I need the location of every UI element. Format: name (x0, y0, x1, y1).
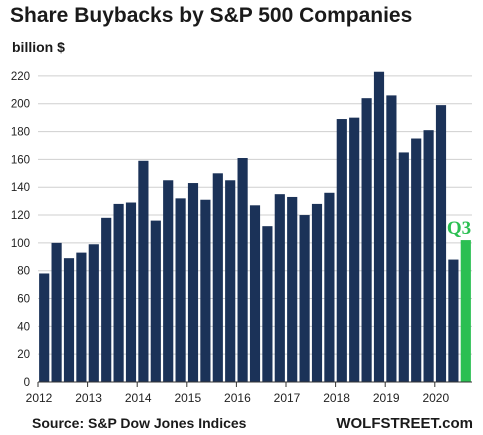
bar-2012-q1 (39, 273, 50, 382)
bar-2014-q3 (163, 180, 174, 382)
bar-2017-q1 (287, 196, 298, 382)
annotations: Q3 (447, 218, 471, 239)
bar-2020-q2 (448, 259, 459, 382)
x-year-label: 2019 (373, 391, 400, 405)
x-axis-year-labels: 2012 2013 2014 2015 2016 2017 2018 2019 2020 (26, 382, 449, 405)
x-year-label: 2015 (174, 391, 201, 405)
bar-2013-q4 (125, 202, 137, 382)
bar-2015-q2 (200, 199, 211, 382)
bar-2020-q3 (460, 240, 471, 382)
y-tick-label: 0 (24, 377, 30, 389)
bar-2017-q3 (311, 203, 323, 382)
y-tick-label: 100 (11, 238, 30, 250)
bar-2016-q4 (274, 194, 285, 382)
source-note: Source: S&P Dow Jones Indices (32, 415, 247, 431)
bar-2014-q2 (150, 220, 161, 382)
y-tick-label: 180 (11, 127, 30, 139)
y-axis-unit-label: billion $ (12, 39, 65, 55)
bar-2017-q4 (324, 192, 335, 382)
chart-title: Share Buybacks by S&P 500 Companies (10, 4, 413, 27)
bar-2015-q3 (212, 173, 223, 382)
y-tick-label: 140 (11, 182, 30, 194)
bar-2012-q2 (51, 242, 62, 382)
x-year-label: 2012 (26, 391, 53, 405)
bar-2018-q3 (361, 98, 372, 382)
bar-2016-q2 (249, 205, 261, 382)
bar-2017-q2 (299, 215, 310, 382)
y-tick-label: 40 (17, 321, 30, 333)
bar-2019-q1 (386, 95, 397, 383)
x-year-label: 2014 (125, 391, 152, 405)
bar-2019-q4 (423, 130, 434, 382)
q3-annotation: Q3 (447, 218, 471, 239)
bar-2018-q2 (349, 117, 360, 383)
bar-2012-q4 (76, 252, 87, 382)
bar-2019-q2 (398, 152, 409, 382)
y-tick-label: 200 (11, 99, 30, 111)
bar-2018-q4 (373, 71, 385, 382)
bar-2013-q1 (88, 244, 99, 382)
bars (39, 71, 471, 383)
y-tick-label: 20 (17, 349, 30, 361)
x-year-label: 2020 (422, 391, 449, 405)
bar-2015-q4 (225, 180, 236, 382)
bar-2013-q2 (101, 217, 112, 382)
bar-2018-q1 (336, 119, 347, 382)
y-tick-label: 80 (17, 266, 30, 278)
bar-2013-q3 (113, 203, 124, 382)
x-year-label: 2016 (224, 391, 251, 405)
x-year-label: 2018 (323, 391, 350, 405)
x-year-label: 2013 (75, 391, 102, 405)
bar-2020-q1 (435, 105, 447, 382)
y-tick-label: 160 (11, 154, 30, 166)
y-tick-label: 120 (11, 210, 30, 222)
x-year-label: 2017 (274, 391, 301, 405)
bar-2019-q3 (411, 138, 422, 382)
bar-2014-q1 (138, 160, 149, 382)
brand-watermark: WOLFSTREET.com (336, 415, 473, 432)
bar-2012-q3 (63, 258, 75, 382)
y-axis-ticks: 0 20 40 60 80 100 120 140 160 180 200 220 (11, 71, 30, 389)
y-tick-label: 220 (11, 71, 30, 83)
bar-2015-q1 (187, 183, 199, 382)
bar-2016-q1 (237, 158, 248, 382)
bar-2016-q3 (262, 226, 273, 382)
y-tick-label: 60 (17, 294, 30, 306)
bar-2014-q4 (175, 198, 186, 382)
